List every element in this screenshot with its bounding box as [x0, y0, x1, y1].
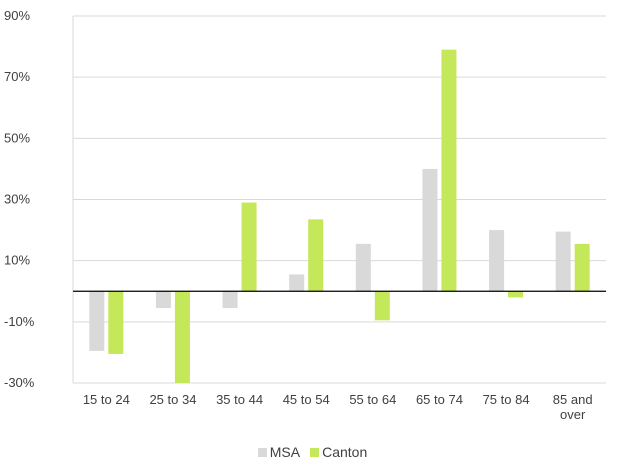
legend-item-canton: Canton [310, 444, 367, 460]
bar-msa-1 [155, 291, 171, 309]
y-tick-label: 50% [4, 130, 30, 145]
bar-msa-7 [555, 231, 571, 292]
y-tick-label: -30% [4, 375, 35, 390]
y-tick-label: 90% [4, 8, 30, 23]
x-tick-label: 65 to 74 [416, 392, 463, 407]
y-tick-label: 70% [4, 69, 30, 84]
x-tick-label: 85 and [553, 392, 593, 407]
bar-canton-4 [374, 291, 390, 321]
bar-canton-6 [508, 291, 524, 298]
bar-canton-5 [441, 49, 457, 292]
bar-canton-0 [108, 291, 124, 354]
x-tick-label: 15 to 24 [83, 392, 130, 407]
y-tick-label: 30% [4, 192, 30, 207]
legend-label-canton: Canton [322, 444, 368, 460]
bar-canton-1 [174, 291, 190, 383]
bar-chart: -30% -10% 10% 30% 50% 70% 90% 15 to 24 25 to 34 3… [4, 8, 606, 422]
legend-item-msa: MSA [257, 444, 301, 460]
x-tick-label: 55 to 64 [349, 392, 396, 407]
x-tick-label: 25 to 34 [149, 392, 196, 407]
bar-msa-5 [422, 168, 438, 292]
x-tick-label: over [560, 407, 586, 422]
bar-msa-3 [289, 274, 305, 292]
bar-msa-4 [355, 243, 371, 292]
legend-swatch-msa [257, 447, 267, 457]
legend: MSA Canton [0, 444, 625, 460]
legend-label-msa: MSA [269, 444, 301, 460]
bar-msa-0 [89, 291, 105, 351]
legend-swatch-canton [310, 447, 320, 457]
x-tick-label: 75 to 84 [483, 392, 530, 407]
bar-canton-2 [241, 202, 257, 292]
x-tick-label: 35 to 44 [216, 392, 263, 407]
bar-msa-2 [222, 291, 238, 309]
bar-canton-7 [574, 243, 590, 292]
y-tick-label: 10% [4, 253, 30, 268]
x-tick-label: 45 to 54 [283, 392, 330, 407]
bar-msa-6 [489, 230, 505, 292]
bar-canton-3 [308, 219, 324, 292]
y-tick-label: -10% [4, 314, 35, 329]
